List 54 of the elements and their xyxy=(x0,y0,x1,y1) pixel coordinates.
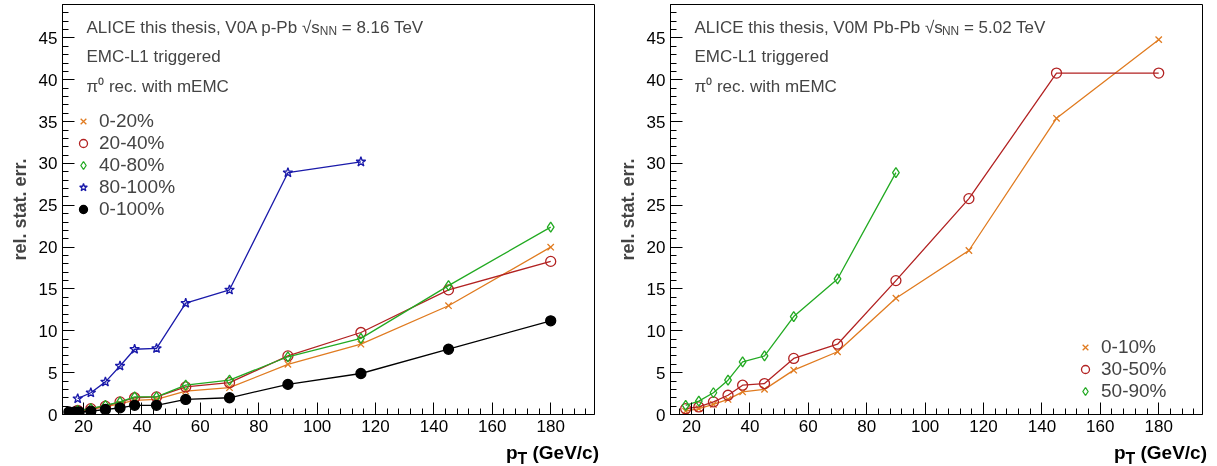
y-tick-label: 25 xyxy=(646,196,666,216)
y-tick-label: 20 xyxy=(38,238,58,258)
y-tick-label: 25 xyxy=(38,196,58,216)
x-axis-title: p$_{T}$ (GeV/c) xyxy=(1113,441,1207,466)
y-tick-label: 40 xyxy=(38,70,58,90)
legend-label: 80-100% xyxy=(99,176,176,198)
x-tick-label: 140 xyxy=(419,416,449,436)
x-tick-label: 160 xyxy=(478,416,507,436)
y-axis-title: rel. stat. err. xyxy=(9,158,30,261)
x-tick-label: 120 xyxy=(361,416,390,436)
y-tick-label: 15 xyxy=(646,279,666,299)
y-tick-label: 0 xyxy=(656,405,666,425)
x-tick-label: 20 xyxy=(682,416,701,436)
y-tick-label: 35 xyxy=(38,112,58,132)
annotation: π⁰ rec. with mEMC xyxy=(694,76,837,96)
x-tick-label: 180 xyxy=(536,416,565,436)
y-tick-label: 30 xyxy=(38,154,58,174)
legend-label: 0-10% xyxy=(1101,336,1156,358)
x-tick-label: 160 xyxy=(1086,416,1115,436)
y-tick-label: 10 xyxy=(38,321,58,341)
x-tick-label: 40 xyxy=(740,416,760,436)
y-tick-label: 15 xyxy=(38,279,58,299)
x-tick-label: 120 xyxy=(969,416,998,436)
y-tick-label: 35 xyxy=(646,112,666,132)
y-tick-label: 5 xyxy=(48,363,58,383)
x-tick-label: 60 xyxy=(798,416,818,436)
x-tick-label: 140 xyxy=(1027,416,1057,436)
y-tick-label: 20 xyxy=(646,238,666,258)
y-tick-label: 0 xyxy=(48,405,58,425)
x-axis-title: p$_{T}$ (GeV/c) xyxy=(505,441,599,466)
y-tick-label: 45 xyxy=(646,28,666,48)
legend-label: 30-50% xyxy=(1101,358,1167,380)
x-tick-label: 80 xyxy=(249,416,269,436)
annotation: π⁰ rec. with mEMC xyxy=(86,76,229,96)
legend-label: 0-100% xyxy=(99,198,165,220)
x-tick-label: 100 xyxy=(910,416,940,436)
x-tick-label: 40 xyxy=(132,416,152,436)
y-tick-label: 10 xyxy=(646,321,666,341)
legend-label: 50-90% xyxy=(1101,380,1167,402)
legend-label: 20-40% xyxy=(99,132,165,154)
x-tick-label: 180 xyxy=(1144,416,1173,436)
y-axis-title: rel. stat. err. xyxy=(617,158,638,261)
y-tick-label: 40 xyxy=(646,70,666,90)
annotation: EMC-L1 triggered xyxy=(694,47,829,67)
legend-label: 40-80% xyxy=(99,154,165,176)
y-tick-label: 45 xyxy=(38,28,58,48)
x-tick-label: 20 xyxy=(74,416,93,436)
y-tick-label: 30 xyxy=(646,154,666,174)
legend-label: 0-20% xyxy=(99,110,154,132)
y-tick-label: 5 xyxy=(656,363,666,383)
x-tick-label: 60 xyxy=(190,416,210,436)
annotation: EMC-L1 triggered xyxy=(86,47,221,67)
x-tick-label: 100 xyxy=(302,416,332,436)
x-tick-label: 80 xyxy=(857,416,877,436)
